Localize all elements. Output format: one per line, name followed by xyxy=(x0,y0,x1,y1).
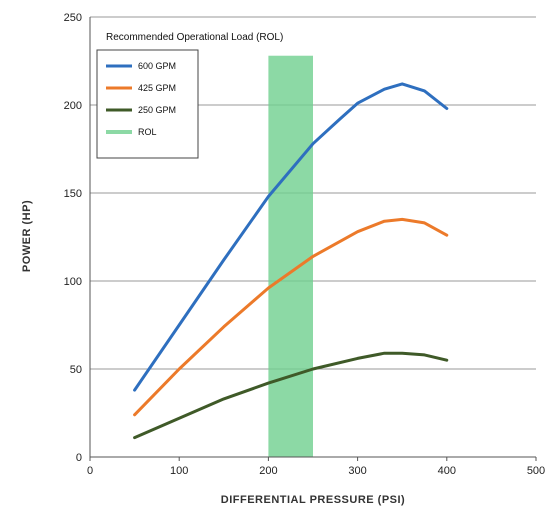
x-tick-label-100: 100 xyxy=(170,465,188,477)
x-tick-label-300: 300 xyxy=(348,465,366,477)
y-axis-title: POWER (HP) xyxy=(21,200,33,272)
y-tick-label-250: 250 xyxy=(64,12,82,24)
x-tick-label-0: 0 xyxy=(87,465,93,477)
rol-band-layer xyxy=(268,55,313,457)
legend-label-rol: ROL xyxy=(138,127,157,137)
legend-frame xyxy=(96,49,199,159)
series-line-425-gpm xyxy=(133,217,449,417)
rol-band xyxy=(268,55,313,457)
x-tick-label-400: 400 xyxy=(438,465,456,477)
y-tick-label-100: 100 xyxy=(64,276,82,288)
series-layer xyxy=(133,82,449,440)
y-tick-label-50: 50 xyxy=(70,364,82,376)
legend-label-600-gpm: 600 GPM xyxy=(138,61,176,71)
series-line-250-gpm xyxy=(133,351,449,440)
y-tick-label-150: 150 xyxy=(64,188,82,200)
x-axis-title: DIFFERENTIAL PRESSURE (PSI) xyxy=(221,494,405,506)
legend-label-425-gpm: 425 GPM xyxy=(138,83,176,93)
tick-labels: 0 100 200 300 400 500 0 50 100 150 200 250 xyxy=(64,12,546,477)
legend: Recommended Operational Load (ROL) 600 G… xyxy=(96,32,283,159)
y-tick-label-200: 200 xyxy=(64,100,82,112)
series-line-600-gpm xyxy=(133,82,449,392)
legend-title: Recommended Operational Load (ROL) xyxy=(106,32,283,43)
legend-label-250-gpm: 250 GPM xyxy=(138,105,176,115)
x-tick-label-500: 500 xyxy=(527,465,545,477)
axes xyxy=(89,17,536,458)
y-tick-label-0: 0 xyxy=(76,452,82,464)
legend-items: 600 GPM 425 GPM 250 GPM ROL xyxy=(106,61,176,137)
x-tick-label-200: 200 xyxy=(259,465,277,477)
